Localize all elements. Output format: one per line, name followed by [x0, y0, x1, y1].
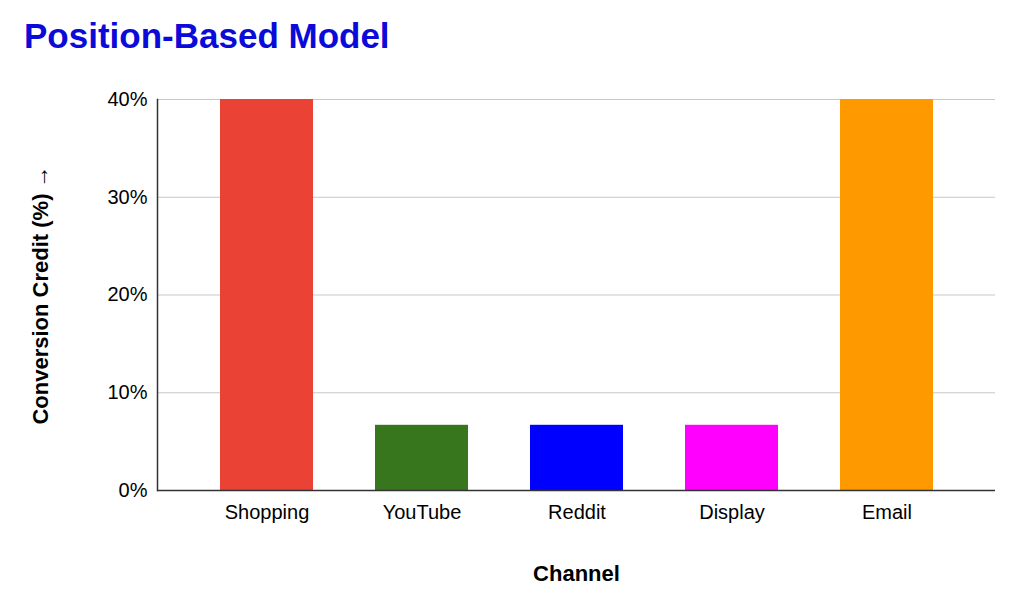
- svg-text:Display: Display: [699, 501, 765, 523]
- svg-text:30%: 30%: [107, 186, 147, 208]
- html-text:Position-Based Model: Position-Based Model: [24, 16, 390, 55]
- svg-text:20%: 20%: [107, 283, 147, 305]
- svg-text:YouTube: YouTube: [383, 501, 462, 523]
- svg-text:Conversion Credit (%) →: Conversion Credit (%) →: [28, 165, 53, 424]
- svg-text:Channel: Channel: [533, 561, 620, 586]
- svg-text:0%: 0%: [119, 479, 148, 501]
- svg-text:40%: 40%: [107, 88, 147, 110]
- svg-text:Shopping: Shopping: [225, 501, 310, 523]
- svg-text:10%: 10%: [107, 381, 147, 403]
- svg-text:Reddit: Reddit: [548, 501, 606, 523]
- svg-text:Email: Email: [862, 501, 912, 523]
